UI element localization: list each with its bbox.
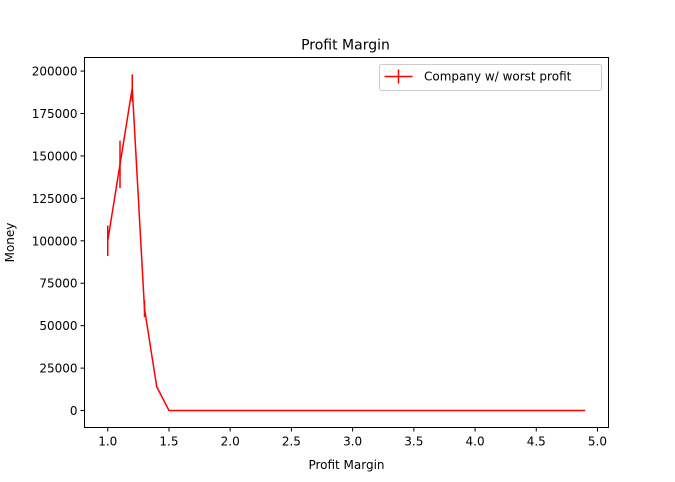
- y-tick-label: 75000: [39, 277, 77, 291]
- x-tick-label: 1.5: [159, 435, 178, 449]
- y-tick-label: 150000: [32, 149, 78, 163]
- y-tick-label: 25000: [39, 362, 77, 376]
- y-axis-label: Money: [3, 223, 17, 263]
- series-line: [107, 87, 586, 412]
- x-tick-label: 3.0: [343, 435, 362, 449]
- axes-frame: [84, 57, 609, 428]
- legend: Company w/ worst profit: [379, 64, 602, 91]
- chart-title: Profit Margin: [301, 38, 390, 54]
- y-tick-label: 50000: [39, 319, 77, 333]
- legend-box: [379, 64, 602, 91]
- plot-area: [107, 74, 586, 412]
- x-tick-label: 4.0: [466, 435, 485, 449]
- y-tick-label: 175000: [32, 107, 78, 121]
- x-tick-label: 2.0: [221, 435, 240, 449]
- x-tick-label: 2.5: [282, 435, 301, 449]
- x-tick-label: 1.0: [98, 435, 117, 449]
- x-axis-ticks: 1.0 1.5 2.0 2.5 3.0 3.5 4.0 4.5 5.0: [98, 427, 607, 449]
- y-tick-label: 100000: [32, 234, 78, 248]
- y-axis-ticks: 0 25000 50000 75000 100000 125000 150000 175000…: [32, 65, 85, 418]
- x-tick-label: 5.0: [588, 435, 607, 449]
- x-tick-label: 3.5: [404, 435, 423, 449]
- y-tick-label: 125000: [32, 192, 78, 206]
- legend-label: Company w/ worst profit: [424, 70, 572, 84]
- y-tick-label: 0: [70, 404, 78, 418]
- x-tick-label: 4.5: [527, 435, 546, 449]
- x-axis-label: Profit Margin: [308, 458, 384, 472]
- y-tick-label: 200000: [32, 65, 78, 79]
